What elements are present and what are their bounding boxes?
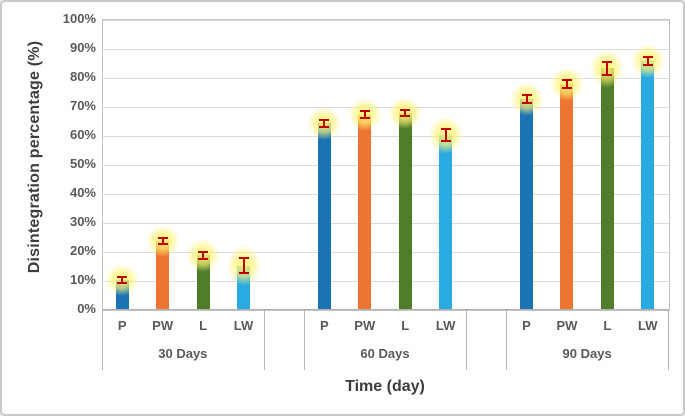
y-tick-label: 80% xyxy=(69,69,96,84)
gridline xyxy=(103,223,669,224)
y-tick-label: 70% xyxy=(69,98,96,113)
y-tick-label: 10% xyxy=(69,272,96,287)
error-bar xyxy=(157,237,168,245)
sub-category-label: LW xyxy=(435,318,456,333)
gridline xyxy=(103,20,669,21)
bar-lw-90-days xyxy=(641,61,655,309)
error-bar xyxy=(602,61,613,76)
y-tick-label: 30% xyxy=(69,214,96,229)
category-divider xyxy=(668,310,669,370)
error-bar xyxy=(319,119,330,128)
y-tick-label: 90% xyxy=(69,40,96,55)
error-bar-stem xyxy=(161,237,164,245)
y-tick-label: 0% xyxy=(77,301,96,316)
gridline xyxy=(103,136,669,137)
bar-p-60-days xyxy=(317,123,331,309)
error-bar xyxy=(440,127,451,143)
category-divider xyxy=(263,310,265,370)
sub-category-label: PW xyxy=(152,318,174,333)
error-bar-stem xyxy=(363,110,366,120)
sub-category-label: L xyxy=(401,318,410,333)
error-bar xyxy=(238,256,249,275)
error-bar xyxy=(117,275,128,285)
category-divider xyxy=(102,310,103,370)
gridline xyxy=(103,49,669,50)
error-bar-stem xyxy=(525,93,528,104)
category-divider xyxy=(506,310,508,370)
bar-pw-90-days xyxy=(560,84,574,309)
gridline xyxy=(103,165,669,166)
bar-pw-60-days xyxy=(358,114,372,309)
category-divider xyxy=(465,310,467,370)
y-tick-label: 40% xyxy=(69,185,96,200)
y-tick-label: 50% xyxy=(69,156,96,171)
sub-category-label: P xyxy=(522,318,531,333)
bar-l-90-days xyxy=(600,68,614,309)
group-label: 60 Days xyxy=(360,346,410,361)
sub-category-label: L xyxy=(603,318,612,333)
gridline xyxy=(103,252,669,253)
x-axis-line xyxy=(102,309,669,310)
sub-category-label: LW xyxy=(638,318,658,333)
category-divider xyxy=(304,310,306,370)
error-bar-stem xyxy=(565,79,568,90)
sub-category-label: L xyxy=(199,318,208,333)
bar-l-60-days xyxy=(398,113,412,309)
sub-category-label: PW xyxy=(556,318,578,333)
sub-category-label: LW xyxy=(233,318,254,333)
sub-category-label: P xyxy=(320,318,329,333)
bar-p-90-days xyxy=(520,98,533,309)
sub-category-label: PW xyxy=(354,318,376,333)
error-bar-stem xyxy=(606,61,609,76)
plot-area xyxy=(102,19,670,311)
error-bar-stem xyxy=(646,55,649,67)
error-bar xyxy=(642,55,653,67)
error-bar xyxy=(521,93,532,104)
group-label: 90 Days xyxy=(562,346,612,361)
error-bar-stem xyxy=(323,119,326,128)
gridline xyxy=(103,194,669,195)
y-tick-label: 60% xyxy=(69,127,96,142)
gridline xyxy=(103,107,669,108)
bar-pw-30-days xyxy=(156,240,170,309)
error-bar-stem xyxy=(404,109,407,117)
error-bar xyxy=(198,251,209,260)
y-tick-label: 20% xyxy=(69,243,96,258)
x-axis-title: Time (day) xyxy=(345,378,425,395)
error-bar-stem xyxy=(202,251,205,260)
gridline xyxy=(103,281,669,282)
group-label: 30 Days xyxy=(158,346,208,361)
y-tick-label: 100% xyxy=(62,11,96,26)
bar-lw-60-days xyxy=(439,135,453,309)
sub-category-label: P xyxy=(117,318,127,333)
error-bar-stem xyxy=(242,256,245,275)
error-bar-stem xyxy=(444,127,447,143)
error-bar xyxy=(359,110,370,120)
error-bar xyxy=(561,79,572,90)
error-bar xyxy=(400,109,411,117)
gridline xyxy=(103,78,669,79)
error-bar-stem xyxy=(121,275,124,285)
